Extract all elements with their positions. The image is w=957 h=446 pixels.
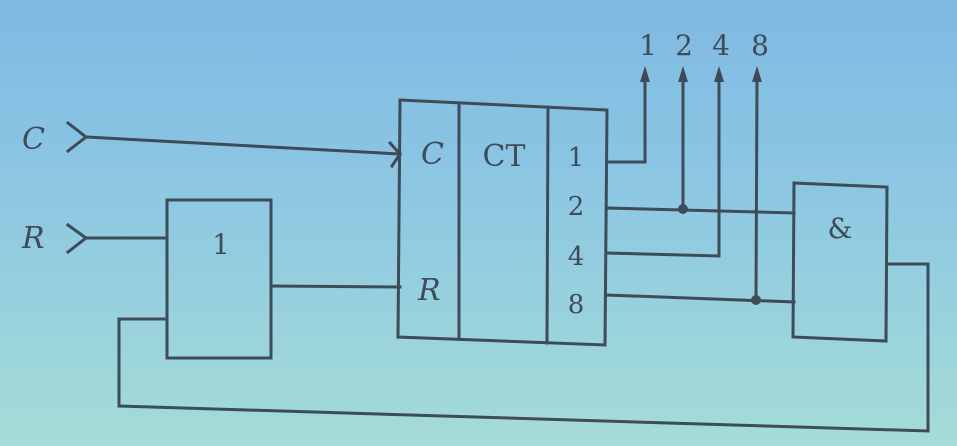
output-4: 4 [605,29,730,258]
and-gate-box [791,181,889,343]
clock-input-terminal-icon [65,120,89,154]
reset-input: R [21,221,169,256]
reset-input-terminal-icon [65,222,89,255]
output-4-label: 4 [712,29,730,62]
output-1-wire [605,78,647,164]
feedback-wire [117,262,930,433]
output-2: 2 [605,29,796,215]
counter-divider-right [545,105,550,345]
clock-wire [84,135,402,156]
or-gate-box [165,198,273,360]
output-1-arrow-icon [640,66,650,82]
output-8-wire [605,293,796,304]
reset-input-label: R [21,221,45,256]
output-8: 8 [605,29,796,305]
counter-output-8: 8 [568,290,585,320]
output-2-label: 2 [675,29,693,62]
counter-output-1: 1 [568,143,585,173]
counter: C R CT 1 2 4 8 [396,98,609,347]
output-2-wire [605,206,796,215]
counter-box [396,98,609,347]
output-4-arrow-icon [714,66,724,82]
or-gate: 1 [165,198,273,360]
counter-output-2: 2 [568,192,585,222]
counter-output-4: 4 [568,242,585,272]
output-8-arrow-icon [752,66,762,82]
and-gate-symbol: & [828,212,853,245]
output-8-riser [754,78,759,302]
output-4-wire [605,78,721,258]
clock-input-label: C [22,122,45,157]
and-gate: & [791,181,889,343]
output-2-arrow-icon [678,66,688,82]
output-1: 1 [605,29,657,164]
output-8-label: 8 [751,29,769,62]
output-8-junction [751,295,761,305]
counter-clock-pin: C [421,137,444,172]
counter-reset-pin: R [417,273,441,308]
clock-input: C [22,120,402,169]
output-2-junction [678,204,688,214]
counter-type-label: CT [483,139,526,174]
output-1-label: 1 [639,29,657,62]
or-to-reset-wire [269,284,402,289]
or-gate-symbol: 1 [212,228,230,261]
